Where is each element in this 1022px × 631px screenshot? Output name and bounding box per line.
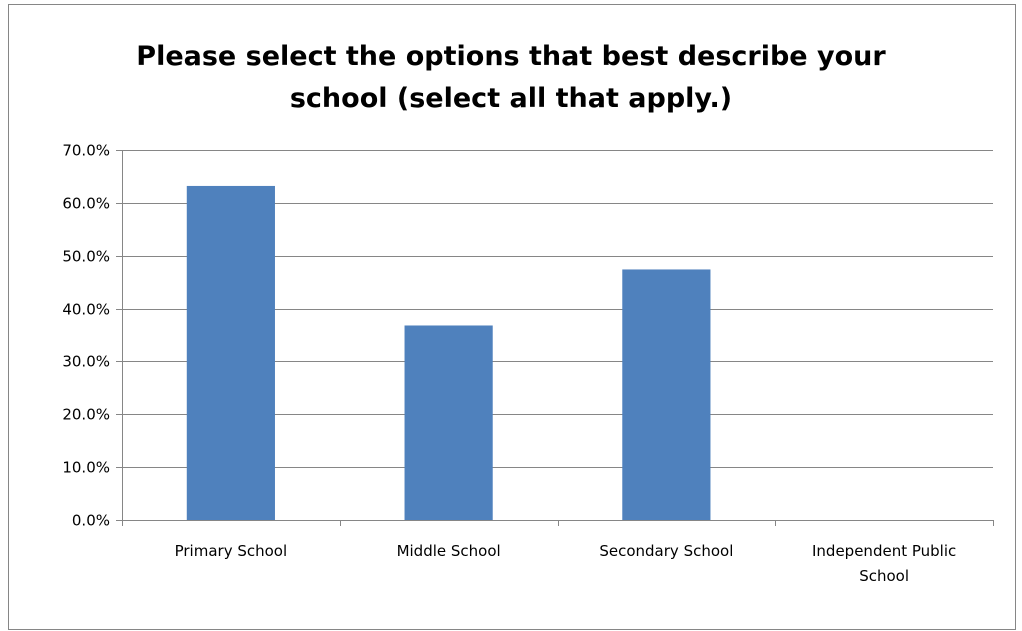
- chart-title-line-2: school (select all that apply.): [289, 83, 733, 114]
- bar: [186, 185, 275, 520]
- x-tick-label: Secondary School: [599, 542, 733, 560]
- chart-frame: [8, 4, 1016, 630]
- bars: [186, 185, 711, 520]
- y-tick-label: 0.0%: [72, 512, 110, 530]
- y-tick-label: 50.0%: [62, 248, 110, 266]
- tick-labels: 0.0% 10.0% 20.0% 30.0% 40.0% 50.0% 60.0% 70.0% P…: [62, 142, 956, 586]
- x-tick-label: School: [859, 567, 909, 585]
- y-tick-label: 30.0%: [62, 353, 110, 371]
- x-tick-label: Primary School: [175, 542, 288, 560]
- y-tick-label: 70.0%: [62, 142, 110, 160]
- x-tick-label: Independent Public: [812, 542, 956, 560]
- y-tick-label: 20.0%: [62, 406, 110, 424]
- axes: [116, 150, 994, 526]
- bar: [404, 325, 493, 520]
- y-tick-label: 10.0%: [62, 459, 110, 477]
- bar: [622, 269, 711, 520]
- chart-title-line-1: Please select the options that best desc…: [136, 41, 886, 72]
- y-tick-label: 40.0%: [62, 301, 110, 319]
- y-tick-label: 60.0%: [62, 195, 110, 213]
- x-tick-label: Middle School: [397, 542, 501, 560]
- chart-title: Please select the options that best desc…: [0, 36, 1022, 120]
